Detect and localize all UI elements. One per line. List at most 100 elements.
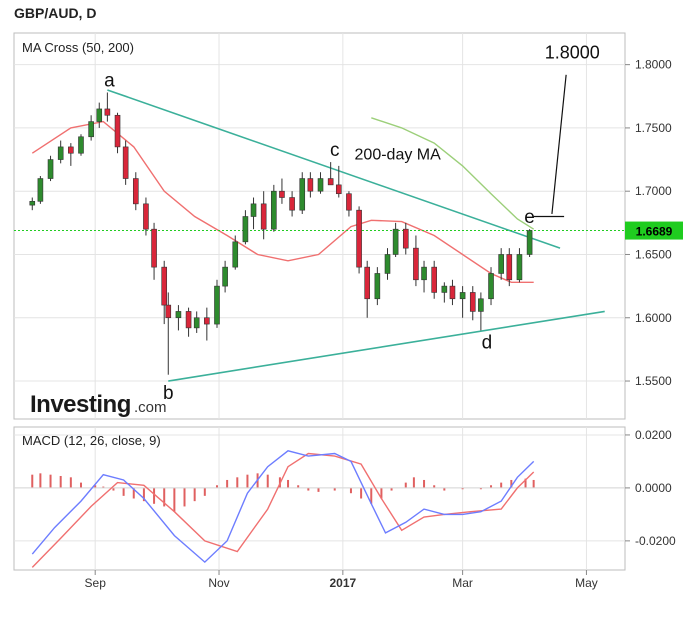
candle [47, 155, 54, 182]
investing-logo: Investing .com [30, 391, 167, 418]
candle-body [250, 203, 257, 217]
macd-histogram-bar [524, 478, 527, 488]
macd-histogram-bar [39, 473, 42, 488]
candle-body [114, 114, 121, 148]
macd-histogram-bar [412, 477, 415, 488]
annotation-label: a [104, 70, 115, 91]
candle-body [151, 228, 157, 268]
macd-histogram-bar [349, 487, 352, 494]
candle-body [122, 146, 129, 179]
candle [37, 176, 44, 204]
macd-tick-label: -0.0200 [635, 534, 676, 548]
candle-body [317, 178, 324, 192]
candle-body [478, 298, 484, 312]
macd-histogram-bar [380, 487, 383, 499]
candle [204, 307, 210, 341]
macd-tick-label: 0.0200 [635, 428, 672, 442]
candle-body [384, 254, 391, 274]
candle-body [185, 311, 192, 329]
candle-body [232, 241, 239, 268]
macd-histogram-bar [236, 477, 239, 488]
candle [356, 206, 362, 274]
candle [185, 307, 192, 337]
candle [161, 260, 168, 325]
candle-body [488, 273, 494, 300]
candle [232, 235, 239, 270]
candle [441, 282, 448, 303]
candle [449, 279, 456, 306]
axis-layer: 1.8000 1.7500 1.7000 1.6500 1.6000 1.5500 0.02… [85, 58, 683, 590]
price-tick-label: 1.6500 [635, 247, 672, 261]
time-tick-label: 2017 [329, 576, 356, 590]
macd-panel [13, 426, 626, 571]
price-tick-label: 1.7000 [635, 184, 672, 198]
candle [250, 197, 257, 230]
overlay-layer [14, 89, 625, 382]
candle-body [431, 266, 437, 293]
macd-histogram-bar [193, 487, 196, 502]
candle-body [57, 146, 64, 160]
annotation-label: e [524, 207, 535, 228]
candle [96, 102, 103, 128]
macd-histogram-bar [79, 482, 82, 488]
macd-histogram-bar [443, 487, 446, 491]
candle-body [37, 178, 44, 202]
candle [222, 260, 228, 293]
candle-body [327, 178, 334, 186]
candle-body [47, 159, 54, 179]
macd-layer [14, 450, 625, 568]
macd-histogram-bar [173, 487, 176, 512]
trendline [168, 310, 605, 382]
last-price-label: 1.6689 [636, 225, 673, 239]
candle [68, 143, 74, 166]
macd-histogram-bar [404, 482, 407, 488]
candle-body [161, 266, 168, 306]
candle [346, 191, 352, 217]
candle [151, 222, 157, 280]
candle [469, 286, 476, 321]
candle [242, 210, 249, 245]
candle-body [364, 266, 371, 300]
candle [193, 311, 200, 333]
candle [57, 140, 64, 164]
candle [165, 292, 172, 375]
candle-body [165, 304, 172, 319]
price-panel-title: MA Cross (50, 200) [22, 40, 134, 55]
candle-body [449, 285, 456, 300]
brand-name: Investing [30, 391, 131, 418]
candle-body [143, 203, 149, 230]
macd-histogram-bar [183, 487, 186, 507]
symbol-label: GBP/AUD, D [14, 5, 96, 21]
price-tick-label: 1.6000 [635, 311, 672, 325]
macd-histogram-bar [317, 487, 320, 492]
time-tick-label: Mar [452, 576, 473, 590]
ma200-label: 200-day MA [355, 147, 442, 164]
candle-body [104, 108, 111, 116]
macd-histogram-bar [370, 487, 373, 504]
macd-histogram-bar [112, 487, 115, 491]
candle-body [402, 228, 409, 249]
candle-body [346, 193, 352, 211]
macd-tick-label: 0.0000 [635, 481, 672, 495]
macd-histogram-bar [479, 487, 482, 490]
price-tick-label: 1.8000 [635, 58, 672, 72]
macd-histogram-bar [142, 487, 145, 502]
macd-histogram-bar [500, 482, 503, 488]
time-tick-label: Sep [85, 576, 107, 590]
candle [431, 260, 437, 299]
candle-body [374, 273, 381, 300]
grid-layer [14, 33, 625, 570]
candle [335, 165, 342, 198]
candle [478, 292, 484, 331]
price-tick-label: 1.7500 [635, 121, 672, 135]
candle [175, 305, 182, 331]
macd-histogram-bar [122, 487, 125, 496]
candle [143, 197, 149, 236]
candle [29, 197, 36, 211]
macd-histogram-bar [226, 479, 229, 488]
candle-body [392, 228, 399, 255]
macd-histogram-bar [49, 474, 52, 488]
time-tick-label: May [575, 576, 598, 590]
macd-histogram-bar [333, 487, 336, 491]
